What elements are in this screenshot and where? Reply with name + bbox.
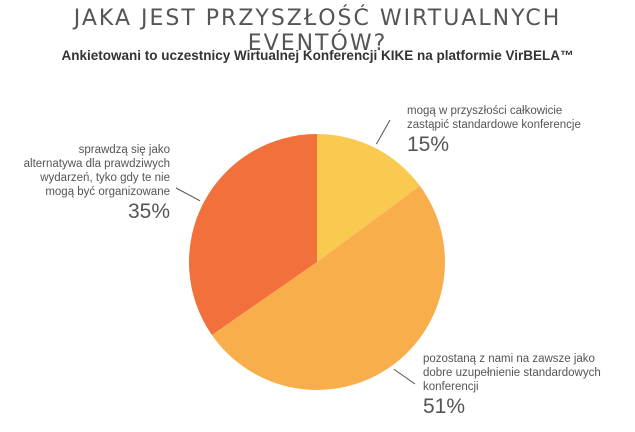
slice-label-alternative-text: sprawdzą się jako alternatywa dla prawdz… [23,144,170,198]
leader-line-alternative [175,187,201,202]
leader-line-replace [375,119,391,145]
slice-label-replace: mogą w przyszłości całkowicie zastąpić s… [407,104,607,157]
slice-label-alternative: sprawdzą się jako alternatywa dla prawdz… [18,143,170,224]
chart-title: JAKA JEST PRZYSZŁOŚĆ WIRTUALNYCH EVENTÓW… [73,6,562,56]
slice-label-complement-text: pozostaną z nami na zawsze jako dobre uz… [423,353,601,393]
leader-line-complement [393,368,416,385]
slice-label-replace-value: 15% [407,133,450,156]
pie-slice-complement [211,185,445,390]
slice-label-complement: pozostaną z nami na zawsze jako dobre uz… [423,352,603,419]
pie-slice-alternative [189,134,317,335]
chart-subtitle: Ankietowani to uczestnicy Wirtualnej Kon… [61,48,574,63]
slice-label-replace-text: mogą w przyszłości całkowicie zastąpić s… [407,105,581,131]
pie-slice-replace [317,134,420,262]
slice-label-complement-value: 51% [423,395,466,418]
slice-label-alternative-value: 35% [127,200,170,223]
